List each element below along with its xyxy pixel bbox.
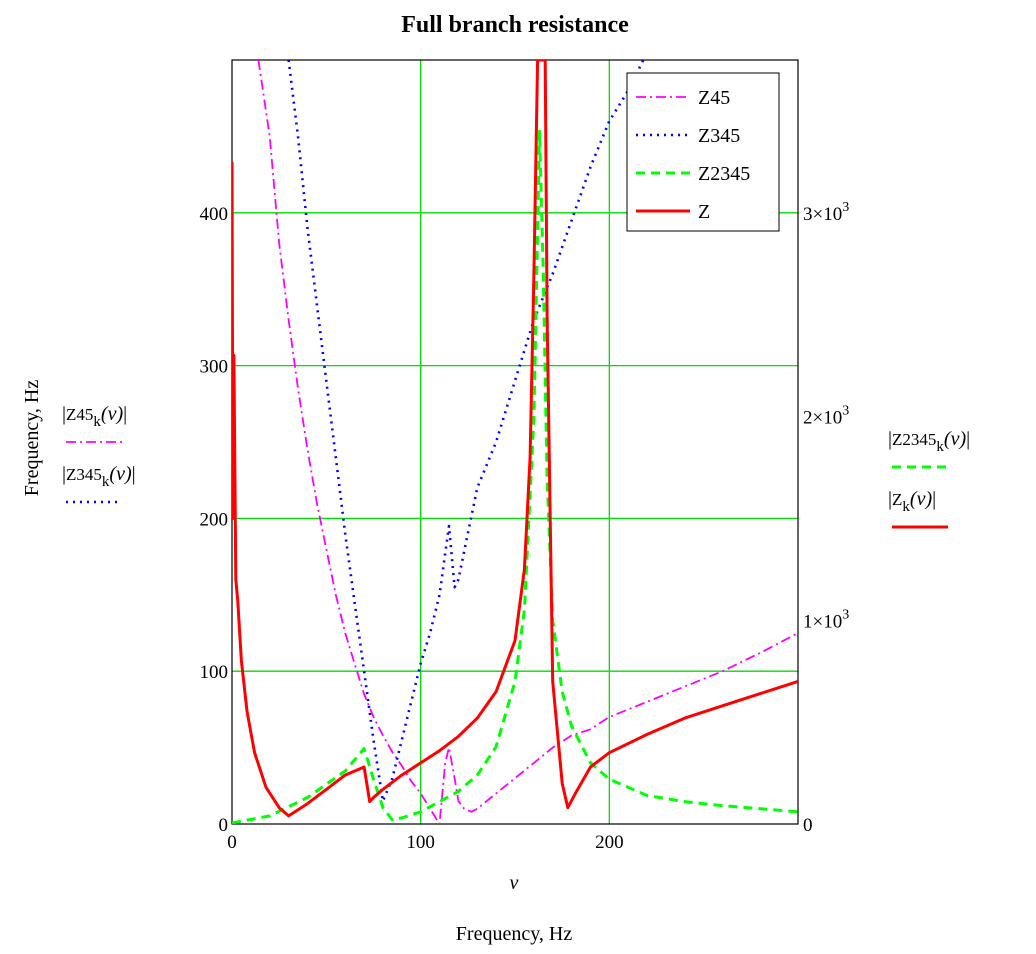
y-left-tick-label: 400	[200, 204, 229, 225]
svg-text:|Zk(ν)|: |Zk(ν)|	[888, 488, 936, 515]
series-axis-label: |Z45k(ν)|	[62, 403, 127, 443]
series-axis-label: |Zk(ν)|	[888, 488, 948, 529]
series-line-z45	[257, 60, 798, 824]
y-left-axis-label: Frequency, Hz	[21, 380, 43, 497]
svg-text:|Z345k(ν)|: |Z345k(ν)|	[62, 463, 136, 490]
series-line-z2345	[232, 129, 798, 824]
x-tick-label: 200	[595, 832, 624, 853]
left-series-labels: |Z45k(ν)| |Z345k(ν)|	[62, 403, 136, 504]
svg-text:|Z45k(ν)|: |Z45k(ν)|	[62, 403, 127, 430]
right-series-labels: |Z2345k(ν)| |Zk(ν)|	[888, 428, 970, 529]
y-left-tick-label: 100	[200, 662, 229, 683]
x-tick-label: 0	[227, 832, 237, 853]
legend-label: Z345	[698, 125, 740, 147]
y-right-tick-label: 0	[803, 815, 813, 836]
y-left-tick-label: 300	[200, 357, 229, 378]
series-axis-label: |Z345k(ν)|	[62, 463, 136, 504]
x-axis-label: Frequency, Hz	[456, 923, 573, 945]
series-lines	[232, 60, 798, 824]
x-tick-label: 100	[406, 832, 435, 853]
y-left-tick-labels: 0 100 200 300 400	[200, 204, 229, 836]
legend-label: Z2345	[698, 163, 750, 185]
y-right-tick-label: 1×103	[803, 607, 849, 632]
legend-label: Z45	[698, 87, 730, 109]
x-tick-labels: 0 100 200	[227, 832, 623, 853]
legend-box	[626, 72, 780, 232]
x-variable-label: ν	[510, 872, 519, 894]
y-right-tick-label: 2×103	[803, 404, 849, 429]
series-line-z345	[287, 60, 645, 803]
series-axis-label: |Z2345k(ν)|	[888, 428, 970, 469]
legend-label: Z	[698, 201, 710, 223]
y-right-tick-labels: 0 1×103 2×103 3×103	[803, 200, 849, 836]
series-line-z	[232, 60, 798, 818]
y-left-tick-label: 200	[200, 509, 229, 530]
legend: Z45 Z345 Z2345 Z	[626, 72, 780, 232]
svg-text:|Z2345k(ν)|: |Z2345k(ν)|	[888, 428, 970, 455]
y-left-tick-label: 0	[219, 815, 229, 836]
y-right-tick-label: 3×103	[803, 200, 849, 225]
chart-title: Full branch resistance	[401, 12, 629, 38]
